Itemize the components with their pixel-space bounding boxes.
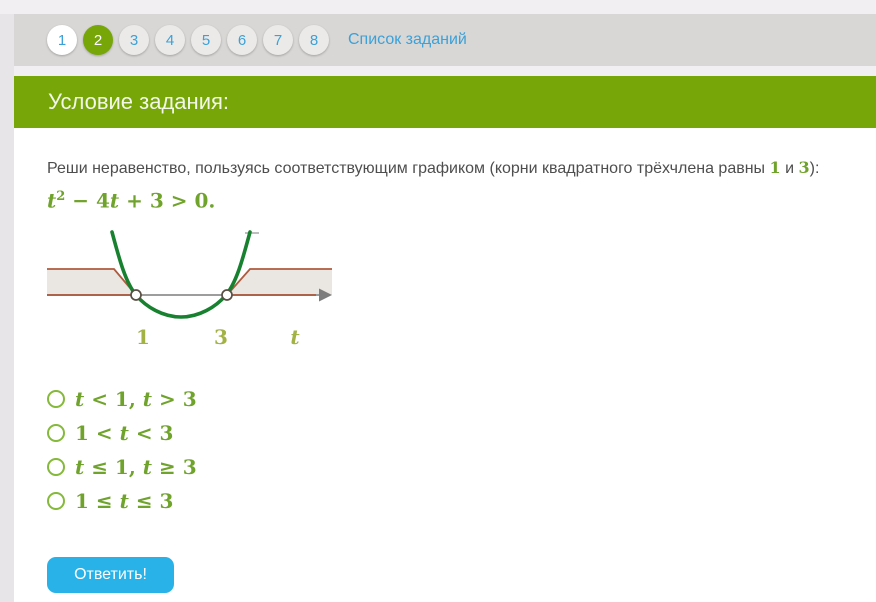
option-label-4: 1 ≤ t ≤ 3 — [75, 488, 174, 513]
pagination-item-3[interactable]: 3 — [119, 25, 149, 55]
task-statement: Реши неравенство, пользуясь соответствую… — [47, 155, 852, 181]
pagination-bar: 1 2 3 4 5 6 7 8 Список заданий — [14, 14, 876, 66]
option-row-2[interactable]: 1 < t < 3 — [47, 416, 852, 450]
formula-variable: t — [47, 188, 57, 213]
tick-label-1: 1 — [136, 325, 150, 349]
tick-label-3: 3 — [214, 325, 228, 349]
solution-band-right — [227, 268, 332, 295]
option-row-4[interactable]: 1 ≤ t ≤ 3 — [47, 484, 852, 518]
option-row-1[interactable]: t < 1, t > 3 — [47, 382, 852, 416]
pagination-item-8[interactable]: 8 — [299, 25, 329, 55]
task-statement-text: Реши неравенство, пользуясь соответствую… — [47, 160, 770, 177]
task-condition-header: Условие задания: — [14, 76, 876, 128]
pagination-item-5[interactable]: 5 — [191, 25, 221, 55]
band-right-edge — [226, 267, 332, 296]
inequality-formula: t2 − 4t + 3 > 0. — [47, 184, 852, 214]
option-row-3[interactable]: t ≤ 1, t ≥ 3 — [47, 450, 852, 484]
radio-button-icon[interactable] — [47, 491, 65, 510]
task-root-2: 3 — [798, 158, 810, 177]
answer-button[interactable]: Ответить! — [47, 556, 174, 593]
pagination-item-2[interactable]: 2 — [83, 25, 113, 55]
parabola-curve — [110, 229, 252, 319]
task-statement-close: ): — [809, 160, 820, 177]
radio-button-icon[interactable] — [47, 457, 65, 476]
axis-arrow-icon — [319, 288, 332, 302]
task-root-1: 1 — [769, 158, 781, 177]
radio-button-icon[interactable] — [47, 423, 65, 442]
pagination-item-7[interactable]: 7 — [263, 25, 293, 55]
solution-band-left — [47, 268, 136, 295]
axis-label-t: t — [290, 325, 300, 349]
pagination-item-1[interactable]: 1 — [47, 25, 77, 55]
task-content-panel: Реши неравенство, пользуясь соответствую… — [14, 128, 876, 602]
task-statement-conjunction: и — [780, 160, 799, 177]
inequality-graph: 1 3 t — [47, 229, 332, 349]
tasks-list-link[interactable]: Список заданий — [348, 31, 467, 48]
option-label-2: 1 < t < 3 — [75, 420, 174, 445]
formula-tail: − 4t + 3 > 0. — [65, 188, 216, 213]
radio-button-icon[interactable] — [47, 389, 65, 408]
pagination-item-6[interactable]: 6 — [227, 25, 257, 55]
pagination-item-4[interactable]: 4 — [155, 25, 185, 55]
page-title: Условие задания: — [48, 89, 230, 114]
root-marker-1 — [130, 288, 142, 301]
options-list: t < 1, t > 3 1 < t < 3 t ≤ 1, t ≥ 3 1 ≤ … — [47, 382, 852, 518]
option-label-1: t < 1, t > 3 — [75, 386, 197, 411]
option-label-3: t ≤ 1, t ≥ 3 — [75, 454, 197, 479]
page-gutter — [0, 14, 14, 602]
root-marker-3 — [221, 288, 233, 301]
formula-exponent: 2 — [56, 189, 66, 204]
